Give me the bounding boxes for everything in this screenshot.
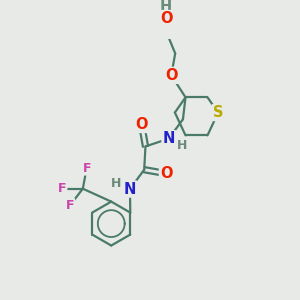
Text: O: O: [160, 11, 172, 26]
Text: H: H: [160, 0, 172, 14]
Text: N: N: [124, 182, 136, 196]
Text: N: N: [163, 131, 175, 146]
Text: O: O: [160, 166, 172, 181]
Text: O: O: [165, 68, 178, 83]
Text: F: F: [66, 199, 74, 212]
Text: H: H: [176, 139, 187, 152]
Text: O: O: [135, 117, 148, 132]
Text: H: H: [111, 177, 121, 190]
Text: F: F: [58, 182, 66, 195]
Text: F: F: [82, 161, 91, 175]
Text: S: S: [213, 105, 224, 120]
